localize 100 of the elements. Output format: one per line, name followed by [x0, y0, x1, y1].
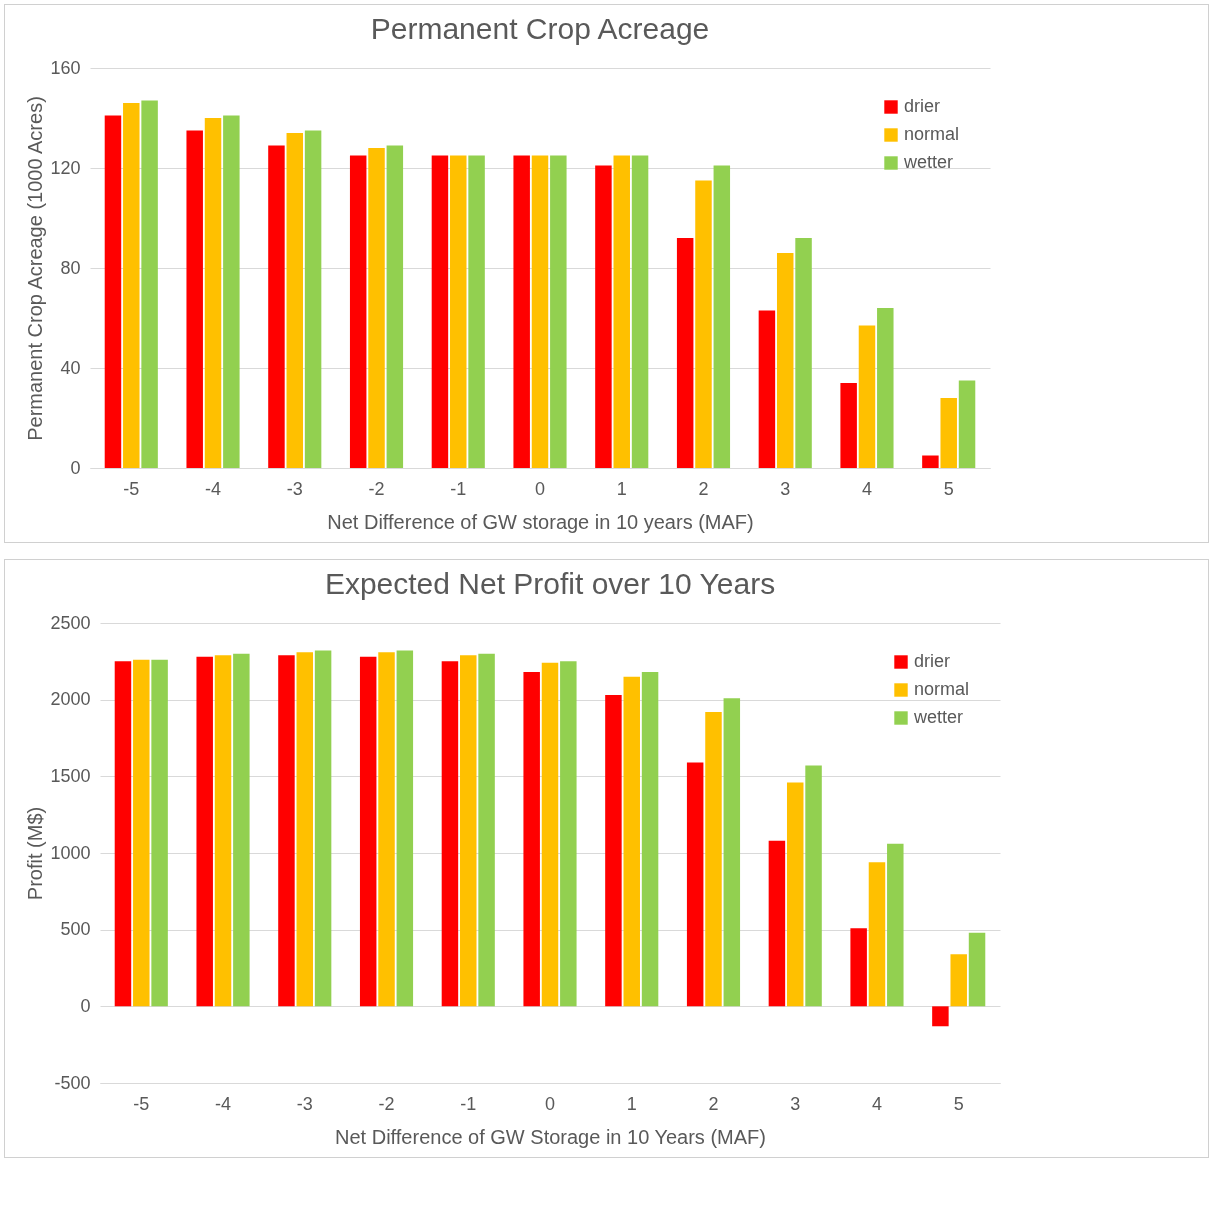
- y-tick-label: 160: [50, 57, 81, 78]
- y-axis-title: Permanent Crop Acreage (1000 Acres): [24, 96, 47, 441]
- y-tick-label: 40: [60, 357, 81, 378]
- bar: [104, 115, 122, 468]
- bar: [868, 862, 886, 1007]
- bar: [695, 180, 712, 468]
- x-tick-label: 2: [708, 1093, 719, 1114]
- legend-label: normal: [904, 124, 960, 144]
- legend-label: wetter: [913, 707, 964, 727]
- bar: [268, 145, 285, 468]
- bar: [359, 656, 377, 1007]
- bar: [349, 155, 367, 468]
- bar: [713, 165, 731, 468]
- bar: [204, 118, 222, 468]
- bar: [114, 661, 132, 1007]
- bar: [186, 130, 203, 468]
- bar: [623, 676, 640, 1007]
- bar: [223, 115, 240, 468]
- bar: [368, 148, 385, 468]
- bar: [141, 100, 158, 468]
- bar: [686, 762, 704, 1007]
- legend-label: normal: [914, 679, 970, 699]
- y-tick-label: 1500: [50, 765, 91, 786]
- bar: [858, 325, 876, 468]
- bar: [478, 653, 495, 1007]
- bar: [887, 843, 904, 1007]
- y-tick-label: 0: [80, 995, 91, 1016]
- bar: [304, 130, 322, 468]
- x-tick-label: -5: [123, 478, 140, 499]
- bar: [441, 661, 459, 1007]
- x-tick-label: 2: [698, 478, 709, 499]
- x-tick-label: -5: [133, 1093, 150, 1114]
- bar: [795, 238, 812, 468]
- bar: [386, 145, 404, 468]
- x-tick-label: -3: [296, 1093, 313, 1114]
- bar: [705, 711, 722, 1007]
- y-tick-label: 500: [60, 919, 91, 940]
- x-tick-label: -2: [368, 478, 385, 499]
- x-tick-label: 1: [616, 478, 627, 499]
- bar: [786, 782, 804, 1007]
- bar: [513, 155, 530, 468]
- x-tick-label: -1: [450, 478, 467, 499]
- bar: [123, 103, 140, 468]
- y-axis-title: Profit (M$): [24, 806, 47, 901]
- bar: [641, 672, 659, 1007]
- bar: [233, 653, 250, 1007]
- legend-label: wetter: [903, 152, 954, 172]
- y-tick-label: 0: [70, 457, 81, 478]
- x-tick-label: -4: [205, 478, 222, 499]
- bar: [595, 165, 612, 468]
- bar: [523, 672, 540, 1007]
- bar: [932, 1006, 949, 1027]
- bar: [805, 765, 822, 1007]
- bar: [296, 652, 314, 1007]
- bar: [768, 840, 786, 1007]
- bar: [877, 308, 894, 468]
- y-tick-label: 2000: [50, 689, 91, 710]
- bar: [468, 155, 485, 468]
- bar: [278, 655, 295, 1007]
- bar: [541, 662, 559, 1007]
- x-axis-title: Net Difference of GW storage in 10 years (MAF): [327, 510, 754, 533]
- y-tick-label: 120: [50, 157, 81, 178]
- bar: [968, 932, 986, 1007]
- x-tick-label: 1: [626, 1093, 637, 1114]
- x-tick-label: -3: [286, 478, 303, 499]
- bar: [378, 652, 395, 1007]
- y-tick-label: 1000: [50, 842, 91, 863]
- bar: [133, 659, 150, 1007]
- x-tick-label: -4: [215, 1093, 232, 1114]
- x-tick-label: 5: [953, 1093, 964, 1114]
- bar: [940, 398, 957, 468]
- x-tick-label: 3: [790, 1093, 801, 1114]
- bar: [922, 455, 939, 468]
- bar: [950, 954, 967, 1007]
- bar: [460, 655, 477, 1007]
- bar: [631, 155, 649, 468]
- x-tick-label: 0: [544, 1093, 556, 1114]
- bar: [776, 253, 794, 468]
- bar: [531, 155, 549, 468]
- bar: [613, 155, 630, 468]
- bar: [214, 655, 232, 1007]
- x-tick-label: -2: [378, 1093, 395, 1114]
- y-tick-label: 2500: [50, 612, 91, 633]
- bar: [676, 238, 694, 468]
- y-tick-label: -500: [54, 1072, 91, 1093]
- bar: [550, 155, 567, 468]
- bar: [396, 650, 414, 1007]
- x-axis-title: Net Difference of GW Storage in 10 Years (MAF): [335, 1125, 766, 1148]
- bar: [850, 928, 867, 1007]
- bar: [286, 133, 304, 468]
- bar: [450, 155, 467, 468]
- bar: [196, 656, 213, 1007]
- legend-label: drier: [914, 651, 951, 671]
- bar: [605, 695, 622, 1007]
- bar: [958, 380, 976, 468]
- chart-title: Permanent Crop Acreage: [370, 12, 710, 45]
- x-tick-label: 5: [943, 478, 954, 499]
- y-tick-label: 80: [60, 257, 81, 278]
- x-tick-label: 3: [780, 478, 791, 499]
- bar: [560, 661, 577, 1007]
